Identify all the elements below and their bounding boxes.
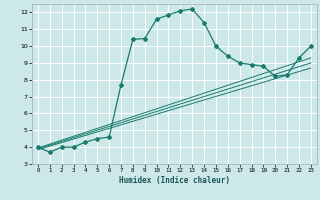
X-axis label: Humidex (Indice chaleur): Humidex (Indice chaleur)	[119, 176, 230, 185]
